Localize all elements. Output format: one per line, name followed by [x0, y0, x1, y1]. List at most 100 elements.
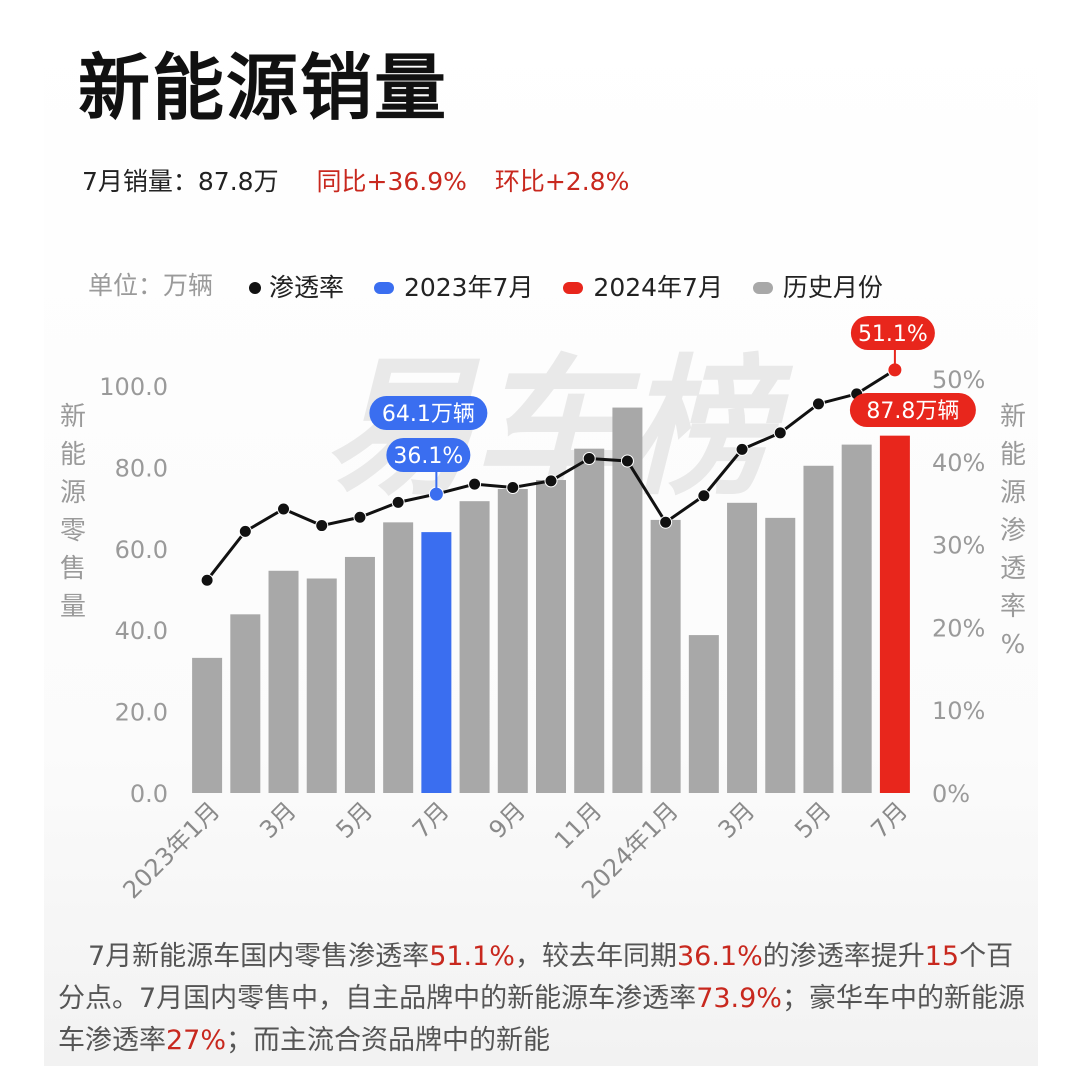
legend-history-label: 历史月份: [782, 273, 883, 302]
page-title: 新能源销量: [78, 46, 449, 130]
sales-bar: [192, 657, 223, 793]
blue-swatch-icon: [373, 282, 394, 294]
callout-jul2024-rate: 51.1%: [858, 322, 928, 347]
y2-tick-label: 20%: [932, 614, 985, 642]
penetration-point: [277, 502, 291, 516]
combo-chart: 易车榜0.020.040.060.080.0100.00%10%20%30%40…: [99, 316, 985, 904]
gray-swatch-icon: [752, 282, 773, 294]
sales-bar: [650, 519, 681, 793]
axis-title-char: 售: [59, 554, 86, 584]
axis-title-char: 透: [999, 554, 1026, 584]
y-tick-label: 100.0: [99, 373, 168, 401]
chart-legend: 单位：万辆 渗透率 2023年7月 2024年7月 历史月份: [88, 268, 905, 306]
note-text-1: 7月新能源车国内零售渗透率: [88, 941, 430, 972]
sales-bar: [268, 570, 299, 793]
penetration-point: [659, 515, 673, 529]
note-highlight-4: 73.9%: [696, 983, 782, 1014]
note-text-4: 个百分点。7月国内零售中，自主品牌中的新能源车渗透率: [58, 941, 1014, 1014]
sales-bar: [688, 635, 719, 793]
axis-title-char: 新: [999, 402, 1026, 432]
x-tick-label: 5月: [331, 796, 379, 844]
y2-tick-label: 10%: [932, 697, 985, 725]
sales-bar: [765, 517, 796, 793]
legend-jul2024-label: 2024年7月: [593, 273, 723, 302]
note-highlight-5: 27%: [166, 1025, 227, 1056]
x-tick-label: 11月: [549, 796, 607, 854]
y-axis-title: 新能源零售量: [56, 398, 90, 626]
y-tick-label: 80.0: [115, 454, 168, 482]
legend-penetration: 渗透率: [248, 270, 344, 306]
penetration-point: [506, 480, 520, 494]
note-text-6: ；而主流合资品牌中的新能: [226, 1025, 551, 1056]
axis-title-char: 渗: [999, 516, 1026, 546]
callout-jul2024-sales: 87.8万辆: [866, 399, 959, 424]
y-tick-label: 0.0: [130, 780, 168, 808]
penetration-point: [697, 489, 711, 503]
callout-jul2024-sales-bg: [849, 393, 976, 427]
sales-bar: [306, 578, 337, 793]
sales-summary: 7月销量：87.8万 同比+36.9% 环比+2.8%: [82, 166, 629, 198]
sales-bar: [803, 465, 834, 793]
legend-jul2023-label: 2023年7月: [403, 273, 534, 302]
note-highlight-2: 36.1%: [676, 941, 763, 972]
sales-bar: [497, 488, 528, 793]
note-highlight-1: 51.1%: [429, 941, 515, 972]
legend-history: 历史月份: [752, 270, 883, 306]
note-text-5: ；豪华车中的新能源车渗透率: [58, 983, 1025, 1056]
callout-jul2023-sales-bg: [369, 396, 488, 430]
sales-bar: [612, 407, 643, 793]
sales-bar: [841, 444, 872, 793]
y2-tick-label: 40%: [932, 449, 985, 477]
penetration-point: [468, 477, 482, 491]
mom-text: 环比+2.8%: [494, 167, 630, 196]
x-tick-label: 7月: [407, 796, 455, 844]
penetration-point: [582, 451, 596, 465]
footnote-paragraph: 7月新能源车国内零售渗透率51.1%，较去年同期36.1%的渗透率提升15个百分…: [58, 936, 1030, 1062]
sales-bar: [230, 614, 261, 793]
legend-penetration-label: 渗透率: [268, 273, 344, 302]
x-tick-label: 9月: [483, 796, 531, 844]
penetration-point: [315, 519, 329, 533]
sales-bar: [421, 532, 452, 793]
x-tick-label: 3月: [254, 796, 302, 844]
penetration-point: [544, 474, 558, 488]
axis-title-char: 能: [59, 440, 86, 470]
sales-bar: [727, 502, 758, 793]
unit-label: 单位：万辆: [88, 271, 214, 300]
y-tick-label: 20.0: [115, 699, 168, 727]
sales-bar: [459, 501, 490, 793]
y-tick-label: 60.0: [115, 536, 168, 564]
sales-bar: [574, 448, 605, 793]
penetration-point: [238, 524, 252, 538]
line-swatch-icon: [248, 282, 261, 294]
penetration-point: [735, 442, 749, 456]
penetration-point: [391, 495, 405, 509]
penetration-point: [620, 454, 634, 468]
note-text-2: ，较去年同期: [514, 941, 677, 972]
axis-title-char: 源: [999, 478, 1026, 508]
july-sales-text: 7月销量：87.8万: [82, 167, 279, 196]
x-tick-label: 3月: [713, 796, 761, 844]
x-tick-label: 7月: [866, 796, 914, 844]
axis-title-char: 新: [59, 402, 86, 432]
sales-bar: [879, 435, 910, 793]
y2-tick-label: 50%: [932, 366, 985, 394]
axis-title-char: 源: [59, 478, 86, 508]
y2-axis-title: 新能源渗透率%: [996, 398, 1030, 664]
penetration-point: [200, 573, 214, 587]
penetration-point: [773, 426, 787, 440]
sales-bar: [344, 556, 375, 793]
legend-jul2023: 2023年7月: [373, 270, 534, 306]
axis-title-char: 量: [59, 592, 86, 622]
penetration-point: [811, 397, 825, 411]
sales-bar: [383, 522, 414, 793]
yoy-text: 同比+36.9%: [316, 167, 467, 196]
x-tick-label: 2023年1月: [118, 796, 226, 904]
y-tick-label: 40.0: [115, 617, 168, 645]
y2-tick-label: 30%: [932, 532, 985, 560]
callout-jul2023-rate-bg: [386, 438, 471, 472]
axis-title-char: 率: [999, 592, 1026, 622]
x-tick-label: 5月: [789, 796, 837, 844]
note-highlight-3: 15: [924, 941, 960, 972]
